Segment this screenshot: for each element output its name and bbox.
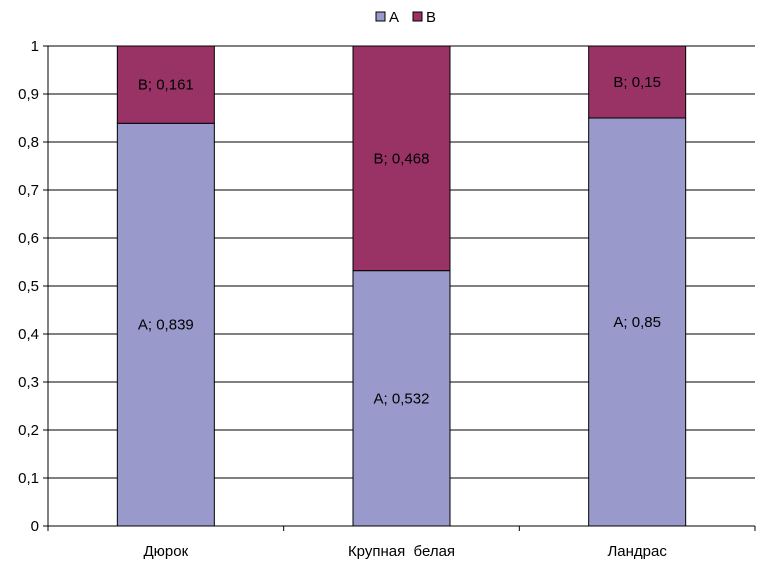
data-label: B; 0,468 — [374, 150, 430, 167]
data-label: B; 0,15 — [613, 74, 661, 91]
y-tick-label: 0,6 — [18, 230, 39, 247]
y-tick-label: 0,8 — [18, 134, 39, 151]
bar-segment-b — [352, 45, 451, 272]
y-tick-label: 0,2 — [18, 422, 39, 439]
y-tick-label: 0,1 — [18, 470, 39, 487]
y-tick-label: 0,5 — [18, 278, 39, 295]
bar-segment-a — [588, 117, 687, 527]
y-tick-label: 0,4 — [18, 326, 39, 343]
y-tick-label: 0,7 — [18, 182, 39, 199]
legend-swatch — [375, 11, 386, 22]
x-tick-label: Крупная белая — [348, 543, 455, 560]
legend-label: B — [426, 9, 436, 26]
bar-segment-b — [588, 45, 687, 119]
data-label: B; 0,161 — [138, 77, 194, 94]
x-axis-ticks: Дюрок Крупная белая Ландрас — [47, 526, 756, 560]
y-tick-label: 0,3 — [18, 374, 39, 391]
bar-segment-b — [116, 45, 215, 124]
x-tick-label: Дюрок — [144, 543, 189, 560]
data-label: A; 0,85 — [613, 314, 661, 331]
legend-label: A — [389, 9, 399, 26]
x-tick-label: Ландрас — [607, 543, 667, 560]
y-axis-ticks: 0 0,1 0,2 0,3 0,4 0,5 0,6 0,7 0,8 0,9 1 — [18, 38, 48, 535]
data-label: A; 0,532 — [374, 390, 430, 407]
y-tick-label: 0 — [31, 518, 39, 535]
bars: A; 0,839 B; 0,161 A; 0,532 B; 0,468 A; 0,85 B… — [116, 45, 687, 527]
data-label: A; 0,839 — [138, 317, 194, 334]
legend-swatch — [412, 11, 423, 22]
y-tick-label: 0,9 — [18, 86, 39, 103]
y-tick-label: 1 — [31, 38, 39, 55]
